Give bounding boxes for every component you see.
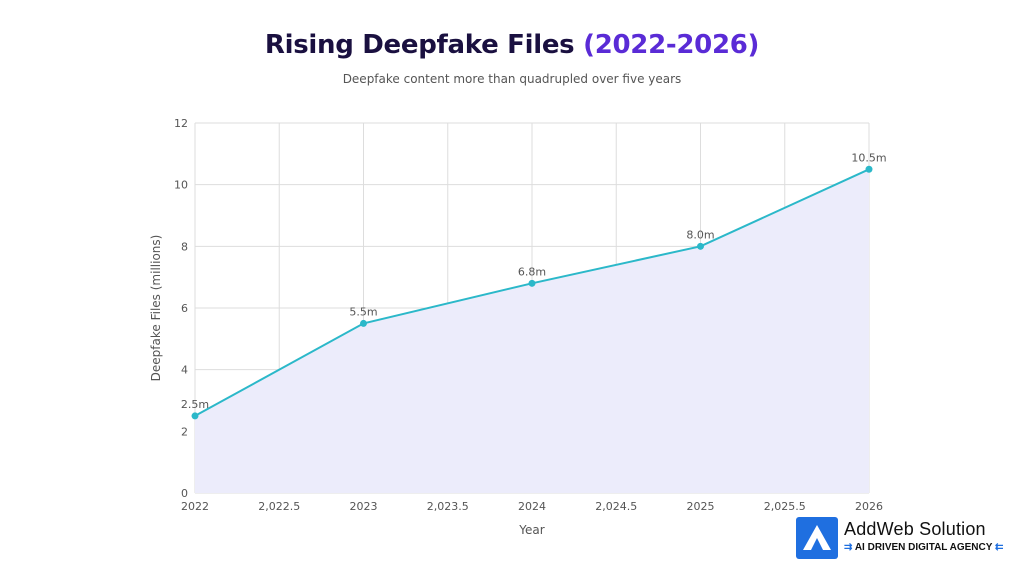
brand-name: AddWeb Solution: [844, 519, 986, 539]
data-point: [528, 279, 536, 287]
x-tick-label: 2022: [181, 500, 209, 513]
data-label: 10.5m: [851, 151, 886, 164]
brand-logo: [796, 517, 838, 559]
data-point: [360, 319, 367, 327]
chart-title: Rising Deepfake Files (2022-2026): [0, 30, 1024, 60]
chevron-up-icon: [803, 525, 831, 550]
y-tick-label: 10: [174, 179, 188, 192]
x-tick-label: 2024: [518, 500, 546, 513]
chart-title-main: Rising Deepfake Files: [264, 30, 575, 60]
data-label: 2.5m: [181, 398, 209, 411]
data-point: [865, 165, 873, 173]
brand-tagline: ⇉ AI DRIVEN DIGITAL AGENCY ⇇: [844, 542, 1003, 553]
y-axis-label: Deepfake Files (millions): [149, 235, 163, 382]
x-tick-label: 2,023.5: [427, 500, 469, 513]
x-tick-label: 2,025.5: [764, 500, 806, 513]
y-tick-label: 0: [181, 487, 188, 500]
x-tick-label: 2026: [855, 500, 883, 513]
chart-ticks: 2022 2,022.5 2023 2,023.5 2024 2,024.5 2025 2,0…: [174, 117, 883, 513]
x-tick-label: 2,024.5: [595, 500, 637, 513]
x-tick-label: 2023: [350, 500, 378, 513]
y-tick-label: 2: [181, 425, 188, 438]
x-axis-label: Year: [518, 523, 544, 537]
y-tick-label: 8: [181, 240, 188, 253]
data-label: 8.0m: [686, 228, 714, 241]
data-label: 5.5m: [349, 305, 377, 318]
chart-area-fill: [195, 169, 869, 494]
y-tick-label: 4: [181, 364, 188, 377]
y-tick-label: 12: [174, 117, 188, 130]
x-tick-label: 2,022.5: [258, 500, 300, 513]
x-tick-label: 2025: [687, 500, 715, 513]
brand-badge: AddWeb Solution ⇉ AI DRIVEN DIGITAL AGEN…: [796, 517, 1016, 561]
brand-chevrons-left: ⇉: [844, 542, 853, 553]
data-label: 6.8m: [518, 265, 546, 278]
data-point: [697, 242, 704, 250]
chart-points: 2.5m 5.5m 6.8m 8.0m 10.5m: [181, 151, 887, 420]
chart-subtitle: Deepfake content more than quadrupled ov…: [342, 72, 682, 86]
brand-tagline-text: AI DRIVEN DIGITAL AGENCY: [854, 542, 993, 553]
y-tick-label: 6: [181, 302, 188, 315]
chart-title-accent: (2022-2026): [583, 30, 760, 60]
data-point: [191, 412, 199, 420]
brand-chevrons-right: ⇇: [995, 542, 1004, 553]
